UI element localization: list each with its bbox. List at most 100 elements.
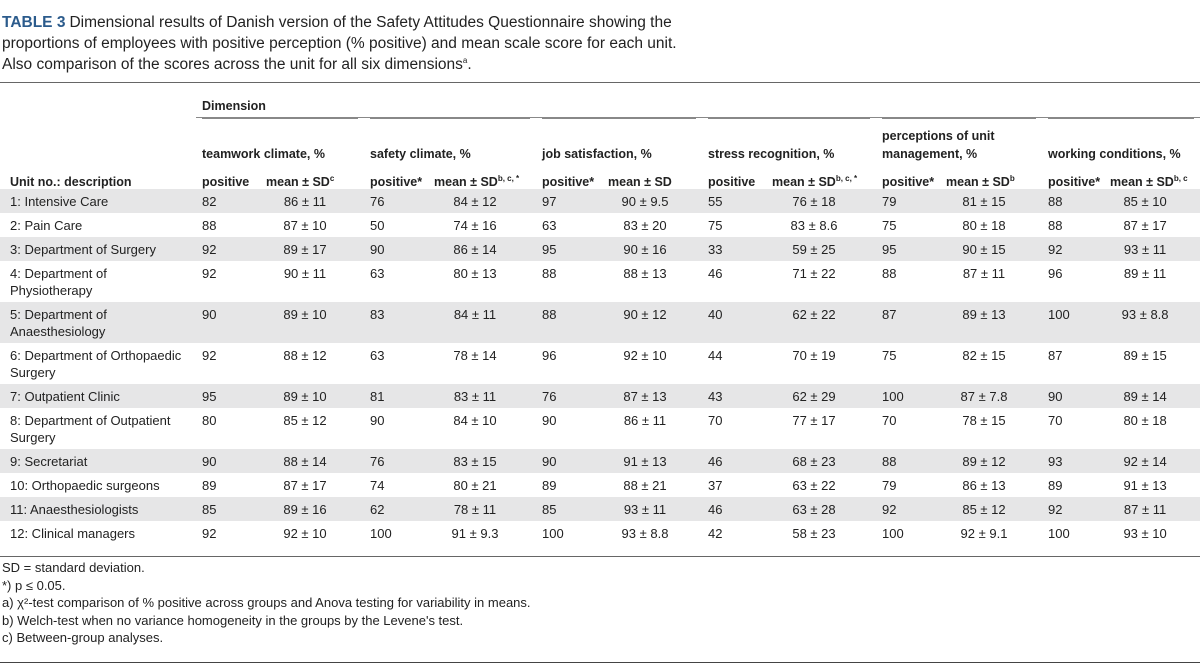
positive-cell: 100 (882, 526, 904, 541)
mean-sd-cell: 70 ± 19 (792, 348, 836, 363)
mean-sd-cell: 80 ± 18 (1123, 413, 1167, 428)
mean-sd-cell: 80 ± 18 (962, 218, 1006, 233)
mean-sd-cell: 68 ± 23 (766, 449, 876, 473)
positive-cell: 95 (876, 237, 940, 261)
positive-cell: 50 (370, 218, 385, 233)
positive-cell: 63 (542, 218, 557, 233)
subheader-cell: positive* (536, 163, 602, 189)
group-row: teamwork climate, % safety climate, % job … (0, 118, 1200, 164)
subheader: positive* (370, 175, 423, 189)
mean-sd-cell: 88 ± 21 (623, 478, 667, 493)
results-table: Dimension teamwork climate, % safety clima… (0, 82, 1200, 545)
mean-sd-cell: 88 ± 12 (283, 348, 327, 363)
data-row: 5: Department of Anaesthesiology 90 89 ± 1… (0, 302, 1200, 343)
empty-cell (0, 83, 196, 118)
positive-cell: 88 (876, 449, 940, 473)
mean-sd-cell: 87 ± 13 (602, 384, 702, 408)
mean-sd-cell: 87 ± 11 (1104, 497, 1200, 521)
dimension-row: Dimension (0, 82, 1200, 118)
mean-sd-cell: 74 ± 16 (453, 218, 497, 233)
mean-sd-cell: 87 ± 17 (1123, 218, 1167, 233)
mean-sd-cell: 59 ± 25 (766, 237, 876, 261)
positive-cell: 87 (1048, 348, 1063, 363)
mean-sd-cell: 76 ± 18 (766, 189, 876, 213)
positive-cell: 76 (364, 449, 428, 473)
positive-cell: 81 (364, 384, 428, 408)
mean-sd-cell: 89 ± 17 (260, 237, 364, 261)
subheader-cell: positive (196, 163, 260, 189)
mean-sd-cell: 93 ± 8.8 (621, 526, 669, 541)
mean-sd-cell: 84 ± 11 (428, 302, 536, 343)
mean-sd-cell: 78 ± 15 (962, 413, 1006, 428)
mean-sd-cell: 77 ± 17 (792, 413, 836, 428)
unit-cell: 4: Department of Physiotherapy (10, 266, 107, 298)
positive-cell: 90 (542, 413, 557, 428)
positive-cell: 43 (702, 384, 766, 408)
mean-sd-cell: 89 ± 15 (1123, 348, 1167, 363)
mean-sd-cell: 89 ± 11 (1123, 266, 1167, 281)
positive-cell: 88 (1042, 189, 1104, 213)
data-row: 4: Department of Physiotherapy 92 90 ± 11 6… (0, 261, 1200, 302)
positive-cell: 70 (708, 413, 723, 428)
positive-cell: 79 (882, 478, 897, 493)
positive-cell: 89 (542, 478, 557, 493)
subheader: positive (202, 175, 250, 189)
positive-cell: 63 (370, 348, 385, 363)
group-header-cell: working conditions, % (1042, 118, 1200, 164)
positive-cell: 46 (702, 497, 766, 521)
positive-cell: 90 (370, 413, 385, 428)
subheader: mean ± SD (946, 175, 1010, 189)
mean-sd-cell: 84 ± 12 (428, 189, 536, 213)
unit-cell: 5: Department of Anaesthesiology (0, 302, 196, 343)
mean-sd-cell: 81 ± 15 (940, 189, 1042, 213)
positive-cell: 88 (202, 218, 217, 233)
positive-cell: 88 (1048, 218, 1063, 233)
data-row: 11: Anaesthesiologists 85 89 ± 16 62 78 ± 11… (0, 497, 1200, 521)
mean-sd-cell: 90 ± 12 (602, 302, 702, 343)
positive-cell: 80 (202, 413, 217, 428)
unit-cell: 6: Department of Orthopaedic Surgery (10, 348, 182, 380)
mean-sd-cell: 86 ± 11 (260, 189, 364, 213)
data-row: 8: Department of Outpatient Surgery 80 85 … (0, 408, 1200, 449)
mean-sd-cell: 63 ± 22 (792, 478, 836, 493)
subheader-cell: mean ± SDb, c, * (766, 163, 876, 189)
footnote: *) p ≤ 0.05. (2, 577, 66, 593)
positive-cell: 100 (1042, 302, 1104, 343)
data-row: 7: Outpatient Clinic 95 89 ± 10 81 83 ± 11 76… (0, 384, 1200, 408)
positive-cell: 79 (876, 189, 940, 213)
positive-cell: 92 (1042, 497, 1104, 521)
positive-cell: 92 (202, 348, 217, 363)
data-row: 9: Secretariat 90 88 ± 14 76 83 ± 15 90 91 ± 1… (0, 449, 1200, 473)
subheader-cell: positive* (876, 163, 940, 189)
positive-cell: 75 (882, 218, 897, 233)
mean-sd-cell: 71 ± 22 (792, 266, 836, 281)
mean-sd-cell: 86 ± 14 (428, 237, 536, 261)
positive-cell: 92 (196, 237, 260, 261)
positive-cell: 88 (882, 266, 897, 281)
caption-end: . (467, 56, 472, 73)
positive-cell: 42 (708, 526, 723, 541)
positive-cell: 44 (708, 348, 723, 363)
positive-cell: 93 (1042, 449, 1104, 473)
mean-sd-cell: 90 ± 16 (602, 237, 702, 261)
data-row: 3: Department of Surgery 92 89 ± 17 90 86 ± … (0, 237, 1200, 261)
footnote: c) Between-group analyses. (2, 630, 164, 645)
caption-sup: a (462, 55, 468, 65)
subheader-cell: positive* (364, 163, 428, 189)
subheader: mean ± SD (772, 175, 836, 189)
positive-cell: 92 (1042, 237, 1104, 261)
subheader-cell: mean ± SDc (260, 163, 364, 189)
mean-sd-cell: 89 ± 10 (260, 384, 364, 408)
mean-sd-cell: 85 ± 12 (283, 413, 327, 428)
group-header: stress recognition, % (708, 118, 870, 163)
subheader: positive* (882, 175, 935, 189)
positive-cell: 92 (876, 497, 940, 521)
mean-sd-cell: 88 ± 13 (623, 266, 667, 281)
data-row: 12: Clinical managers 92 92 ± 10 100 91 ± 9.… (0, 521, 1200, 545)
mean-sd-cell: 90 ± 9.5 (602, 189, 702, 213)
mean-sd-cell: 82 ± 15 (962, 348, 1006, 363)
mean-sd-cell: 80 ± 13 (453, 266, 497, 281)
positive-cell: 95 (196, 384, 260, 408)
positive-cell: 85 (536, 497, 602, 521)
